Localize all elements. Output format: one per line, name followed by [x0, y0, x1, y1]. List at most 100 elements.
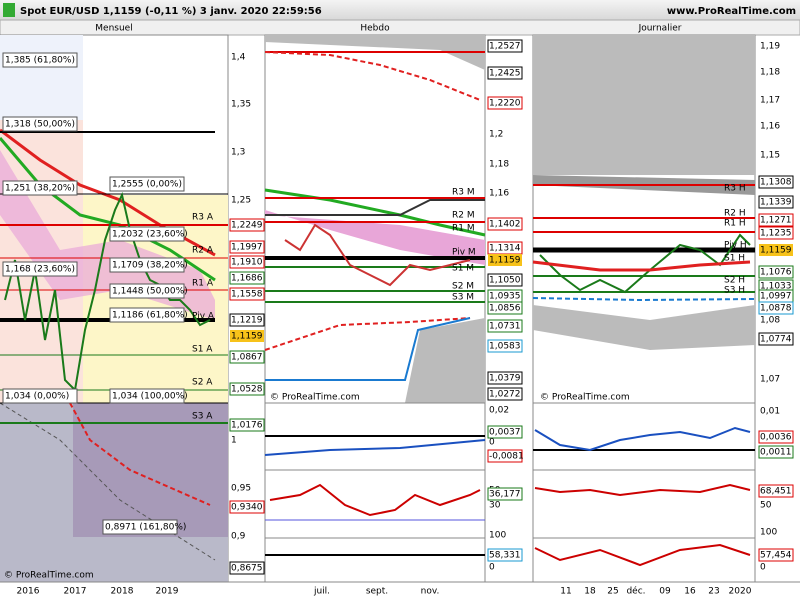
price-label: 1,2425	[489, 69, 521, 79]
x-label: 25	[607, 587, 618, 597]
price-highlight	[230, 330, 264, 342]
fib-label: 1,318 (50,00%)	[5, 120, 75, 130]
stoch	[534, 543, 751, 567]
ma-line	[0, 137, 216, 282]
level-label: R1 H	[724, 219, 746, 229]
price-label: 0,0036	[760, 433, 792, 443]
price-label: 1,2249	[231, 221, 263, 231]
price-box	[487, 487, 523, 501]
price-label: 1,07	[760, 375, 780, 385]
level-label: R1 M	[452, 224, 475, 234]
fib-label: 1,168 (23,60%)	[5, 265, 75, 275]
price-box	[487, 66, 523, 80]
rsi	[269, 483, 481, 517]
price-label: 1,0935	[489, 292, 521, 302]
price-label: 1,0878	[760, 304, 792, 314]
x-label: juil.	[313, 587, 330, 597]
x-label: 2019	[156, 587, 179, 597]
fib-box	[2, 116, 78, 132]
price-label: 1,0856	[489, 304, 521, 314]
band	[265, 35, 485, 70]
level-label: S3 M	[452, 293, 474, 303]
price-box	[758, 213, 794, 227]
x-label: 2017	[64, 587, 87, 597]
price-box	[229, 500, 265, 514]
header-title: Spot EUR/USD 1,1159 (-0,11 %) 3 janv. 20…	[20, 6, 322, 17]
fib-box	[2, 52, 78, 68]
price-label: 1,1910	[231, 258, 263, 268]
price-box	[487, 39, 523, 53]
candles	[284, 223, 471, 287]
price-label: 1,0176	[231, 421, 263, 431]
fib-label: 1,385 (61,80%)	[5, 56, 75, 66]
price-label: 68,451	[760, 487, 792, 497]
price-label: 1,0379	[489, 374, 521, 384]
price-label: 1,0731	[489, 322, 521, 332]
price-label: 1,0528	[231, 385, 263, 395]
price-label: 1,17	[760, 96, 780, 106]
price-label: 1,0774	[760, 335, 792, 345]
zone	[73, 403, 228, 537]
price-box	[229, 418, 265, 432]
price-box	[229, 382, 265, 396]
price-label: 1,35	[231, 100, 251, 110]
price-box	[487, 273, 523, 287]
level-label: Piv M	[452, 248, 476, 258]
price-label: 1,08	[760, 316, 780, 326]
price-label: 1,1159	[489, 256, 521, 266]
x-label: nov.	[421, 587, 440, 597]
x-label: 09	[659, 587, 671, 597]
x-label: 18	[584, 587, 596, 597]
fib-box	[109, 388, 185, 404]
fib-box	[109, 176, 185, 192]
price-label: 50	[760, 501, 772, 511]
price-label: 30	[489, 501, 501, 511]
price-label: 0,0011	[760, 448, 792, 458]
panel-title: Hebdo	[360, 24, 390, 34]
price-label: 1,0867	[231, 353, 263, 363]
band-line	[69, 402, 211, 506]
price-box	[229, 271, 265, 285]
price-box	[229, 561, 265, 575]
price-label: 0	[489, 438, 495, 448]
level-label: S2 H	[724, 276, 745, 286]
x-label: 11	[560, 587, 571, 597]
price-label: 1,1339	[760, 198, 792, 208]
price-box	[758, 265, 794, 279]
level-label: R2 A	[192, 246, 214, 256]
band	[405, 318, 485, 403]
price-box	[487, 339, 523, 353]
price-box	[758, 548, 794, 562]
fib-box	[2, 388, 78, 404]
price-box	[758, 484, 794, 498]
price-label: 1,2527	[489, 42, 521, 52]
price-box	[487, 425, 523, 439]
price-box	[487, 319, 523, 333]
level-label: R3 M	[452, 188, 475, 198]
fib-box	[109, 307, 185, 323]
app-icon	[3, 3, 15, 17]
price-box	[229, 313, 265, 327]
price-label: 0	[760, 563, 766, 573]
price-label: 1,1997	[231, 243, 263, 253]
levels	[265, 197, 485, 303]
fib-label: 1,1448 (50,00%)	[112, 287, 188, 297]
band-line	[264, 317, 471, 351]
price-box	[487, 96, 523, 110]
header-site: www.ProRealTime.com	[667, 6, 796, 17]
watermark: © ProRealTime.com	[270, 393, 360, 403]
fib-label: 1,034 (0,00%)	[5, 392, 69, 402]
level-label: R3 H	[724, 184, 746, 194]
panel-title: Journalier	[638, 24, 682, 34]
fib-box	[109, 257, 185, 273]
price-box	[229, 255, 265, 269]
price-label: 58,331	[489, 551, 521, 561]
watermark: © ProRealTime.com	[4, 571, 94, 581]
macd	[534, 426, 751, 452]
price-label: 1,16	[760, 122, 780, 132]
price-label: 1,1686	[231, 274, 263, 284]
price-label: -0,0081	[489, 452, 524, 462]
price-label: 1,1159	[760, 246, 792, 256]
